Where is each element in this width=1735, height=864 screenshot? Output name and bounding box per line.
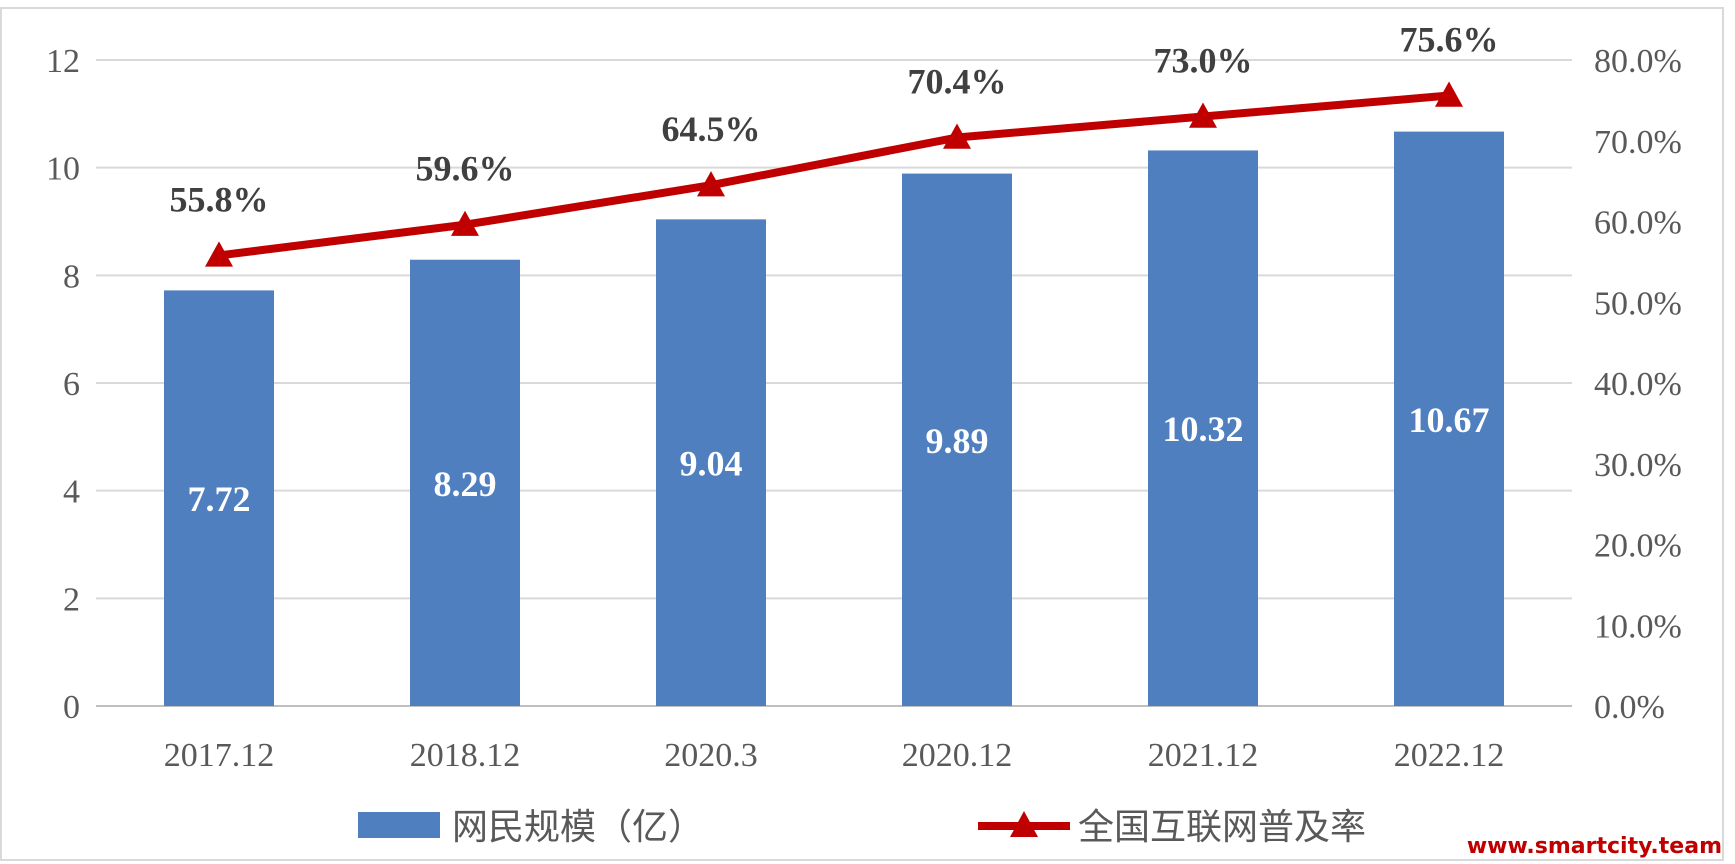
- y-right-tick-label: 0.0%: [1594, 689, 1665, 726]
- y-right-tick-label: 80.0%: [1594, 43, 1682, 80]
- line-value-label: 70.4%: [908, 62, 1007, 102]
- y-right-tick-label: 40.0%: [1594, 366, 1682, 403]
- y-right-tick-label: 30.0%: [1594, 447, 1682, 484]
- legend-line-label: 全国互联网普及率: [1078, 807, 1366, 848]
- x-tick-label: 2021.12: [1148, 737, 1259, 774]
- x-tick-label: 2017.12: [164, 737, 275, 774]
- x-tick-label: 2018.12: [410, 737, 521, 774]
- y-left-tick-label: 12: [46, 43, 80, 80]
- line-marker: [1435, 81, 1463, 107]
- line-value-label: 59.6%: [416, 149, 515, 189]
- y-left-tick-label: 10: [46, 151, 80, 188]
- y-left-tick-label: 0: [63, 689, 80, 726]
- bar-value-label: 9.04: [680, 444, 743, 484]
- bar-value-label: 10.32: [1163, 409, 1244, 449]
- x-tick-label: 2020.3: [664, 737, 758, 774]
- y-right-tick-label: 50.0%: [1594, 285, 1682, 322]
- line-path: [215, 91, 1453, 260]
- line-marker: [205, 241, 233, 267]
- y-left-tick-label: 8: [63, 258, 80, 295]
- x-tick-label: 2020.12: [902, 737, 1013, 774]
- watermark-text: www.smartcity.team: [1467, 834, 1722, 859]
- axis-ticks: 0 2 4 6 8 10 12 0.0% 10.0% 20.0% 30.0% 40.0% 50.0% 60…: [46, 43, 1682, 774]
- y-left-tick-label: 2: [63, 581, 80, 618]
- bar: [902, 173, 1012, 707]
- data-labels: 7.72 8.29 9.04 9.89 10.32 10.67 55.8% 59.6% 64.5…: [170, 20, 1499, 520]
- y-right-tick-label: 10.0%: [1594, 608, 1682, 645]
- line-marker: [697, 171, 725, 197]
- bar-value-label: 7.72: [188, 479, 251, 519]
- legend-bar-swatch: [358, 812, 440, 838]
- y-right-tick-label: 60.0%: [1594, 205, 1682, 242]
- y-right-tick-label: 70.0%: [1594, 124, 1682, 161]
- legend-bar-label: 网民规模（亿）: [452, 807, 704, 848]
- line-series: [205, 81, 1463, 267]
- gridlines: [96, 59, 1572, 707]
- legend-line-marker: [1010, 811, 1038, 837]
- bar: [1394, 131, 1504, 706]
- line-value-label: 73.0%: [1154, 41, 1253, 81]
- line-marker: [451, 210, 479, 236]
- line-marker: [1189, 102, 1217, 128]
- bar-series: [164, 131, 1504, 707]
- y-left-tick-label: 6: [63, 366, 80, 403]
- x-tick-label: 2022.12: [1394, 737, 1505, 774]
- bar-value-label: 9.89: [926, 421, 989, 461]
- bar: [656, 219, 766, 706]
- y-left-tick-label: 4: [63, 474, 80, 511]
- line-value-label: 75.6%: [1400, 20, 1499, 60]
- line-value-label: 64.5%: [662, 109, 761, 149]
- bar-value-label: 10.67: [1409, 400, 1490, 440]
- y-right-tick-label: 20.0%: [1594, 528, 1682, 565]
- bar: [410, 259, 520, 706]
- legend: 网民规模（亿） 全国互联网普及率: [358, 807, 1366, 848]
- bar-value-label: 8.29: [434, 464, 497, 504]
- bar: [164, 290, 274, 706]
- bar: [1148, 150, 1258, 706]
- line-value-label: 55.8%: [170, 179, 269, 219]
- line-marker: [943, 123, 971, 149]
